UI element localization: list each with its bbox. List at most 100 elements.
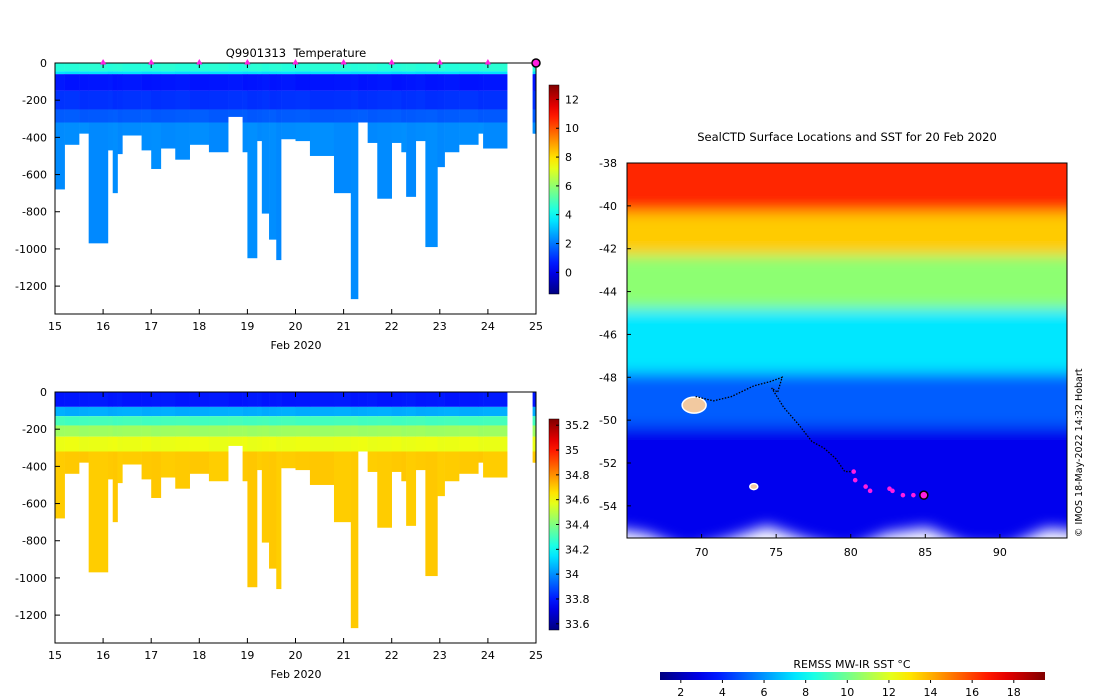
sal-profile-column bbox=[175, 392, 190, 489]
temp-profile-column bbox=[228, 63, 243, 117]
temp-profile-cell bbox=[88, 109, 109, 123]
sal-profile-cell bbox=[55, 425, 65, 437]
sst-colorbar-gradient bbox=[660, 672, 1045, 680]
sal-profile-cell bbox=[415, 406, 426, 417]
sal-profile-column bbox=[189, 392, 210, 474]
salinity-panel: 15 16 17 18 19 20 21 22 23 24 25 0 -200 -400 -600 -800… bbox=[15, 386, 589, 681]
temp-profile-column bbox=[350, 63, 359, 300]
temp-profile-column bbox=[406, 63, 417, 197]
temp-profile-cell bbox=[401, 74, 407, 91]
temp-profile-cell bbox=[333, 122, 352, 194]
temp-profile-cell bbox=[478, 71, 484, 75]
sal-y-tick-label: -600 bbox=[22, 498, 47, 511]
sal-profile-cell bbox=[401, 425, 407, 437]
temp-profile-cell bbox=[309, 71, 335, 75]
temp-profile-cell bbox=[257, 63, 263, 72]
sal-profile-column bbox=[276, 392, 282, 590]
sal-profile-column bbox=[141, 392, 152, 480]
temp-profile-cell bbox=[261, 122, 270, 214]
temp-profile-cell bbox=[478, 63, 484, 72]
sal-profile-cell bbox=[117, 436, 123, 452]
temp-profile-cell bbox=[478, 109, 484, 123]
sal-profile-column bbox=[160, 392, 176, 478]
temp-profile-cell bbox=[295, 63, 311, 72]
sal-profile-cell bbox=[276, 451, 282, 590]
sal-profile-cell bbox=[257, 416, 263, 426]
temp-y-tick-label: -400 bbox=[22, 131, 47, 144]
temp-profile-cell bbox=[122, 71, 142, 75]
temp-profile-cell bbox=[88, 122, 109, 244]
temp-profile-cell bbox=[425, 109, 438, 123]
temp-profile-cell bbox=[459, 74, 479, 91]
sal-profile-cell bbox=[406, 406, 417, 417]
sal-profile-cell bbox=[377, 416, 392, 426]
temp-profile-cell bbox=[107, 109, 114, 123]
temp-profile-cell bbox=[269, 63, 277, 72]
temp-profile-cell bbox=[276, 109, 282, 123]
sst-colorbar-tick-label: 6 bbox=[761, 686, 768, 699]
surface-marker bbox=[196, 59, 203, 65]
temp-profile-cell bbox=[247, 122, 258, 259]
sal-profile-cell bbox=[437, 425, 445, 437]
temp-profile-cell bbox=[415, 109, 426, 123]
temp-profile-cell bbox=[444, 109, 460, 123]
temp-profile-cell bbox=[415, 71, 426, 75]
temp-profile-cell bbox=[112, 74, 118, 91]
sal-profile-cell bbox=[333, 436, 352, 452]
sal-x-tick-label: 23 bbox=[433, 649, 447, 662]
salinity-x-axis: 15 16 17 18 19 20 21 22 23 24 25 bbox=[48, 392, 543, 662]
sst-y-tick-label: -46 bbox=[599, 328, 617, 341]
sal-profile-column bbox=[437, 392, 445, 497]
temp-profile-cell bbox=[437, 122, 445, 168]
sal-profile-cell bbox=[377, 425, 392, 437]
temp-profile-cell bbox=[189, 122, 210, 145]
temp-profile-column bbox=[333, 63, 352, 194]
temp-x-tick-label: 23 bbox=[433, 320, 447, 333]
temp-profile-cell bbox=[141, 63, 152, 72]
sal-profile-cell bbox=[425, 406, 438, 417]
sal-profile-cell bbox=[333, 425, 352, 437]
sal-profile-column bbox=[367, 392, 378, 472]
temp-profile-cell bbox=[160, 74, 176, 91]
sal-colorbar-tick-label: 34.2 bbox=[565, 543, 590, 556]
temp-profile-cell bbox=[189, 74, 210, 91]
temp-profile-cell bbox=[175, 71, 190, 75]
sal-profile-cell bbox=[64, 425, 80, 437]
temp-profile-cell bbox=[367, 90, 378, 110]
sal-profile-cell bbox=[117, 425, 123, 437]
sal-profile-cell bbox=[151, 406, 162, 417]
temp-y-tick-label: -800 bbox=[22, 206, 47, 219]
temp-profile-column bbox=[437, 63, 445, 168]
temp-profile-cell bbox=[269, 122, 277, 240]
temp-profile-cell bbox=[242, 74, 248, 91]
temp-profile-cell bbox=[350, 71, 359, 75]
sal-profile-cell bbox=[295, 451, 311, 471]
sal-y-tick-label: -200 bbox=[22, 423, 47, 436]
temp-profile-cell bbox=[367, 109, 378, 123]
sal-profile-column bbox=[208, 392, 229, 482]
sal-profile-cell bbox=[425, 392, 438, 407]
sal-profile-cell bbox=[79, 416, 89, 426]
sal-profile-column bbox=[406, 392, 417, 526]
sal-profile-cell bbox=[478, 406, 484, 417]
sal-profile-column bbox=[88, 392, 109, 573]
temp-profile-cell bbox=[141, 109, 152, 123]
temp-profile-cell bbox=[55, 63, 65, 72]
sal-profile-cell bbox=[79, 425, 89, 437]
sal-colorbar-tick-label: 35.2 bbox=[565, 419, 590, 432]
sst-x-tick-label: 75 bbox=[769, 546, 783, 559]
temp-y-tick-label: -1000 bbox=[15, 243, 47, 256]
temp-profile-cell bbox=[107, 74, 114, 91]
temp-profile-cell bbox=[117, 63, 123, 72]
temp-profile-cell bbox=[478, 122, 484, 134]
temp-profile-cell bbox=[391, 122, 402, 143]
temp-profile-cell bbox=[64, 63, 80, 72]
temp-profile-cell bbox=[55, 109, 65, 123]
sal-profile-cell bbox=[79, 451, 89, 463]
sal-profile-cell bbox=[483, 451, 508, 478]
temp-profile-cell bbox=[333, 109, 352, 123]
sal-profile-cell bbox=[459, 436, 479, 452]
temp-profile-cell bbox=[377, 90, 392, 110]
sal-profile-cell bbox=[367, 436, 378, 452]
temp-profile-cell bbox=[242, 63, 248, 72]
